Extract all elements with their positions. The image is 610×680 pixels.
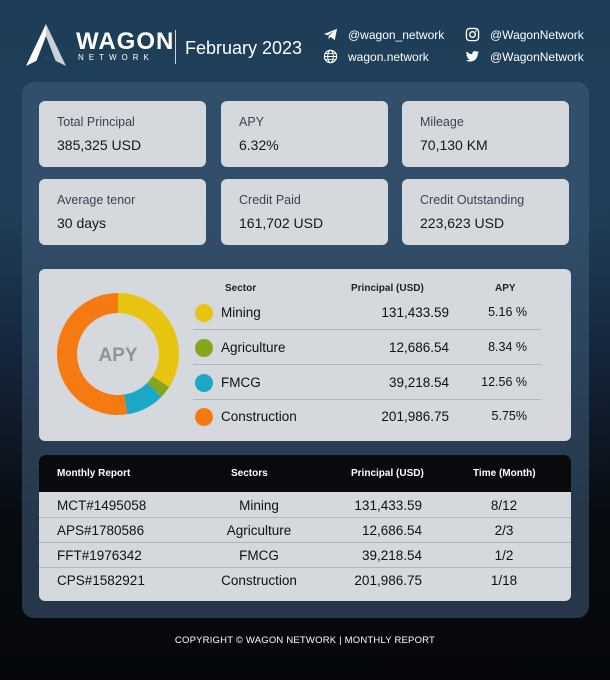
stat-value: 161,702 USD — [239, 215, 324, 231]
stat-label: Mileage — [420, 115, 464, 129]
donut-slice-construction — [57, 293, 128, 415]
report-id: MCT#1495058 — [57, 498, 147, 513]
stat-label: APY — [239, 115, 265, 129]
donut-center-label: APY — [98, 345, 137, 366]
table-row: CPS#1582921 Construction 201,986.75 1/18 — [39, 568, 571, 593]
time-column-header: Time (Month) — [473, 468, 536, 479]
stat-label: Credit Paid — [239, 193, 301, 207]
stat-value: 385,325 USD — [57, 137, 142, 153]
twitter-icon — [465, 51, 480, 62]
sector-name: FMCG — [221, 375, 261, 390]
sector-apy: 5.16 % — [488, 305, 527, 319]
sector-name: Construction — [221, 409, 297, 424]
report-time: 8/12 — [490, 498, 518, 513]
telegram-handle: @wagon_network — [348, 27, 445, 42]
report-time: 2/3 — [494, 523, 514, 538]
footer-copyright: COPYRIGHT © WAGON NETWORK | MONTHLY REPO… — [174, 635, 436, 646]
sector-column-header: Sector — [225, 283, 257, 294]
apy-column-header: APY — [495, 283, 516, 294]
telegram-icon — [323, 28, 338, 41]
social-instagram[interactable]: @WagonNetwork — [465, 27, 584, 42]
sector-principal: 201,986.75 — [381, 409, 449, 424]
legend-dot — [195, 374, 213, 392]
principal-column-header: Principal (USD) — [351, 468, 424, 479]
stat-value: 70,130 KM — [420, 137, 488, 153]
sector-row-mining: Mining 131,433.59 5.16 % — [193, 296, 541, 330]
report-principal: 201,986.75 — [354, 573, 422, 588]
principal-column-header: Principal (USD) — [351, 283, 424, 294]
report-principal: 12,686.54 — [361, 523, 422, 538]
stat-apy: APY 6.32% — [221, 101, 388, 167]
sector-row-fmcg: FMCG 39,218.54 12.56 % — [193, 366, 541, 400]
legend-dot — [195, 408, 213, 426]
sectors-column-header: Sectors — [231, 468, 268, 479]
sector-apy: 5.75% — [491, 409, 527, 423]
stat-label: Total Principal — [57, 115, 135, 129]
report-id: FFT#1976342 — [57, 548, 142, 563]
report-id: APS#1780586 — [57, 523, 145, 538]
stat-value: 30 days — [57, 215, 107, 231]
donut-slice-agriculture — [147, 376, 170, 397]
instagram-icon — [465, 27, 480, 42]
social-telegram[interactable]: @wagon_network — [323, 27, 444, 42]
report-time: 1/18 — [490, 573, 518, 588]
donut-slice-mining — [118, 293, 179, 388]
header-divider — [175, 30, 176, 64]
stat-credit-paid: Credit Paid 161,702 USD — [221, 179, 388, 245]
report-time: 1/2 — [494, 548, 514, 563]
website-url: wagon.network — [348, 49, 429, 64]
table-row: APS#1780586 Agriculture 12,686.54 2/3 — [39, 518, 571, 543]
sector-apy: 12.56 % — [481, 375, 527, 389]
table-header: Monthly Report Sectors Principal (USD) T… — [39, 455, 571, 492]
report-sector: Construction — [221, 573, 297, 588]
stat-total-principal: Total Principal 385,325 USD — [39, 101, 206, 167]
main-panel: Total Principal 385,325 USD APY 6.32% Mi… — [22, 82, 589, 618]
apy-donut-chart: APY — [57, 293, 179, 415]
twitter-handle: @WagonNetwork — [490, 49, 584, 64]
stat-mileage: Mileage 70,130 KM — [402, 101, 569, 167]
donut-slice-fmcg — [124, 382, 162, 415]
stat-label: Average tenor — [57, 193, 136, 207]
sector-row-agriculture: Agriculture 12,686.54 8.34 % — [193, 331, 541, 365]
stat-label: Credit Outstanding — [420, 193, 525, 207]
legend-dot — [195, 304, 213, 322]
report-column-header: Monthly Report — [57, 468, 131, 479]
legend-dot — [195, 339, 213, 357]
globe-icon — [323, 49, 338, 64]
sector-apy: 8.34 % — [488, 340, 527, 354]
brand-subtitle: NETWORK — [78, 53, 154, 62]
stat-average-tenor: Average tenor 30 days — [39, 179, 206, 245]
report-sector: Mining — [239, 498, 279, 513]
sector-principal: 131,433.59 — [381, 305, 449, 320]
report-id: CPS#1582921 — [57, 573, 145, 588]
social-twitter[interactable]: @WagonNetwork — [465, 49, 584, 64]
report-sector: FMCG — [239, 548, 279, 563]
sector-row-construction: Construction 201,986.75 5.75% — [193, 400, 541, 434]
sector-principal: 12,686.54 — [388, 340, 449, 355]
report-principal: 131,433.59 — [354, 498, 422, 513]
sector-breakdown-card: APY Sector Principal (USD) APY Mining 13… — [39, 269, 571, 441]
table-row: MCT#1495058 Mining 131,433.59 8/12 — [39, 493, 571, 518]
brand-name: WAGON — [76, 28, 175, 55]
wagon-logo-icon — [26, 24, 66, 66]
stat-value: 223,623 USD — [420, 215, 505, 231]
report-period: February 2023 — [185, 38, 303, 58]
sector-name: Mining — [221, 305, 261, 320]
monthly-report-table: Monthly Report Sectors Principal (USD) T… — [39, 455, 571, 601]
table-row: FFT#1976342 FMCG 39,218.54 1/2 — [39, 543, 571, 568]
stat-credit-outstanding: Credit Outstanding 223,623 USD — [402, 179, 569, 245]
instagram-handle: @WagonNetwork — [490, 27, 584, 42]
social-website[interactable]: wagon.network — [323, 49, 429, 64]
report-principal: 39,218.54 — [361, 548, 422, 563]
report-sector: Agriculture — [226, 523, 292, 538]
header: WAGON NETWORK February 2023 @wagon_netwo… — [0, 0, 610, 80]
sector-principal: 39,218.54 — [388, 375, 449, 390]
sector-name: Agriculture — [221, 340, 286, 355]
stat-value: 6.32% — [239, 137, 279, 153]
